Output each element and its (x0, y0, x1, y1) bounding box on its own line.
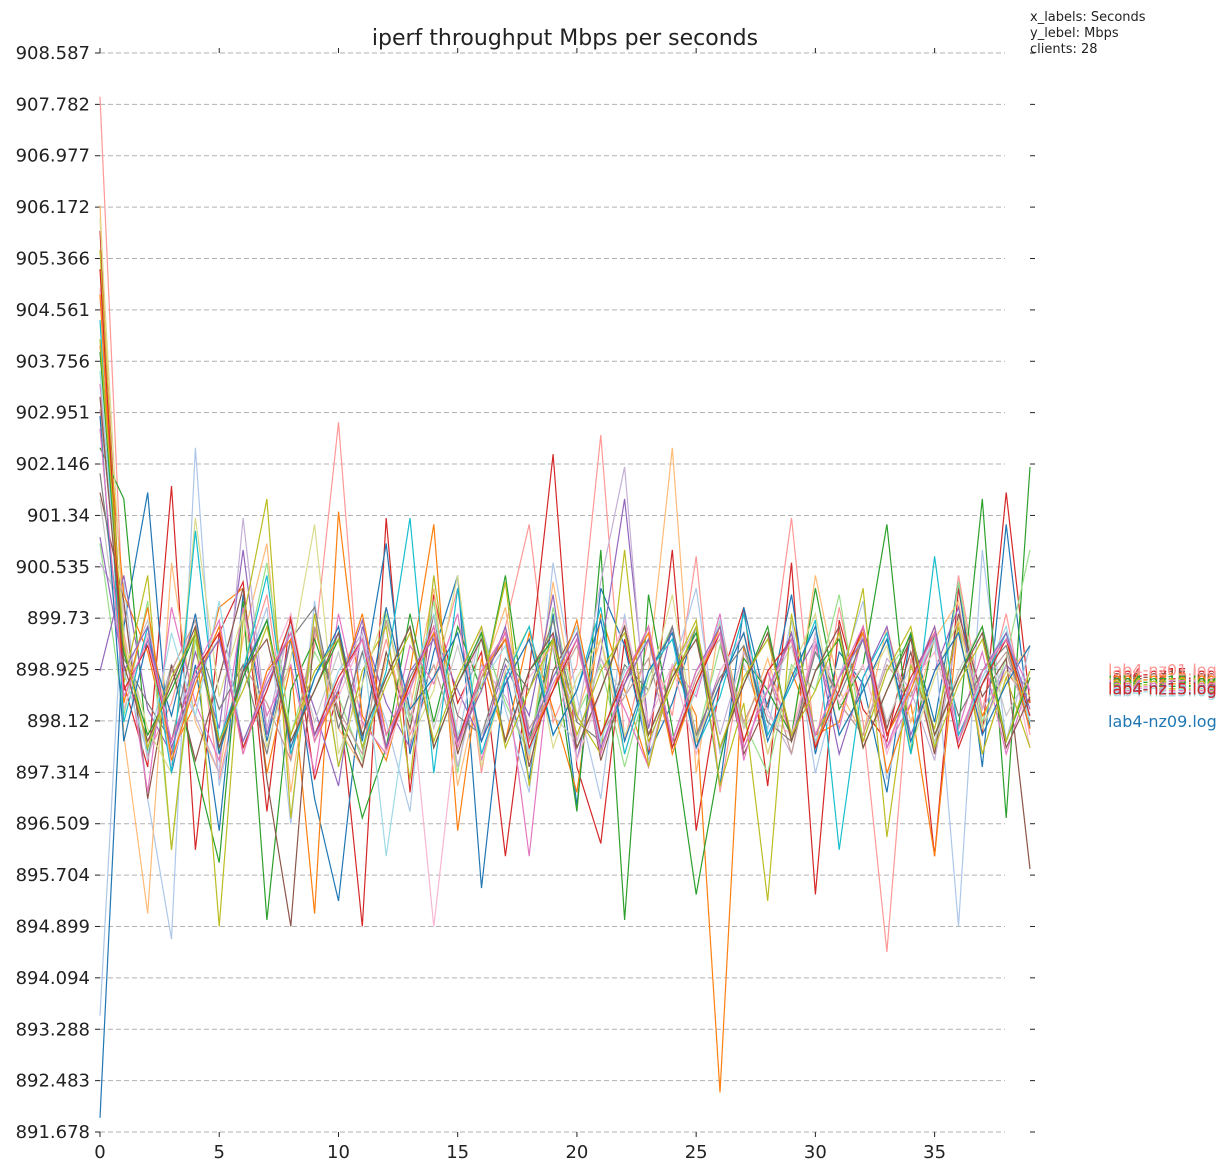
y-tick-label: 906.977 (16, 146, 90, 167)
y-tick-label: 908.587 (16, 43, 90, 64)
y-tick-label: 896.509 (16, 814, 90, 835)
legend-label: lab4-nz01.log (1108, 661, 1217, 680)
x-axis: 0 5 10 15 20 25 30 35 (94, 48, 946, 1163)
info-line: x_labels: Seconds (1030, 10, 1146, 25)
x-tick-label: 25 (685, 1142, 708, 1163)
y-tick-label: 904.561 (16, 300, 90, 321)
y-tick-label: 892.483 (16, 1071, 90, 1092)
y-tick-label: 894.899 (16, 916, 90, 937)
legend-label-overlap: lab4-nz15.log (1108, 665, 1217, 684)
series-line-28 (99, 339, 1031, 751)
y-tick-label: 898.925 (16, 660, 90, 681)
series-line-25 (99, 536, 1031, 751)
x-tick-label: 30 (804, 1142, 827, 1163)
x-tick-label: 15 (446, 1142, 469, 1163)
series-line-3 (99, 492, 1031, 1118)
y-tick-label: 902.951 (16, 403, 90, 424)
y-tick-label: 898.12 (27, 711, 90, 732)
series-line-24 (99, 269, 1031, 750)
legend-label-overlap: lab4-nz15.log (1108, 670, 1217, 689)
legend-label-overlap: lab4-nz15.log (1108, 677, 1217, 696)
legend-label-overlap: lab4-nz15.log (1108, 679, 1217, 698)
series-line-13 (99, 383, 1031, 857)
y-tick-label: 899.73 (27, 608, 90, 629)
y-tick-label: 893.288 (16, 1019, 90, 1040)
series-line-27 (99, 428, 1031, 757)
y-tick-label: 897.314 (16, 762, 90, 783)
legend-label: lab4-nz15.log (1108, 679, 1217, 698)
y-tick-label: 906.172 (16, 197, 90, 218)
series-line-2 (99, 230, 1031, 927)
legend-label-overlap: lab4-nz15.log (1108, 672, 1217, 691)
info-line: clients: 28 (1030, 42, 1098, 57)
y-axis: 891.678 892.483 893.288 894.094 894.899 895.7… (16, 43, 1035, 1143)
legend: lab4-nz15.loglab4-nz15.loglab4-nz15.logl… (1108, 661, 1217, 731)
series-line-26 (99, 396, 1031, 750)
x-tick-label: 35 (923, 1142, 946, 1163)
y-tick-label: 900.535 (16, 557, 90, 578)
x-tick-label: 0 (94, 1142, 105, 1163)
y-tick-label: 903.756 (16, 351, 90, 372)
legend-label-overlap: lab4-nz15.log (1108, 674, 1217, 693)
info-line: y_lebel: Mbps (1030, 26, 1119, 41)
x-tick-label: 5 (214, 1142, 225, 1163)
x-tick-label: 10 (327, 1142, 350, 1163)
y-tick-label: 895.704 (16, 865, 90, 886)
chart-title: iperf throughput Mbps per seconds (372, 26, 758, 51)
y-tick-label: 907.782 (16, 94, 90, 115)
x-tick-label: 20 (565, 1142, 588, 1163)
legend-label-overlap: lab4-nz15.log (1108, 682, 1217, 701)
series-line-21 (99, 415, 1031, 755)
series-lines (99, 96, 1031, 1118)
y-tick-label: 902.146 (16, 454, 90, 475)
y-tick-label: 894.094 (16, 968, 90, 989)
y-tick-label: 891.678 (16, 1122, 90, 1143)
series-line-17 (99, 249, 1031, 927)
y-tick-label: 901.34 (27, 505, 90, 526)
legend-label-overlap: lab4-nz15.log (1108, 667, 1217, 686)
legend-label: lab4-nz09.log (1108, 712, 1217, 731)
y-tick-label: 905.366 (16, 249, 90, 270)
